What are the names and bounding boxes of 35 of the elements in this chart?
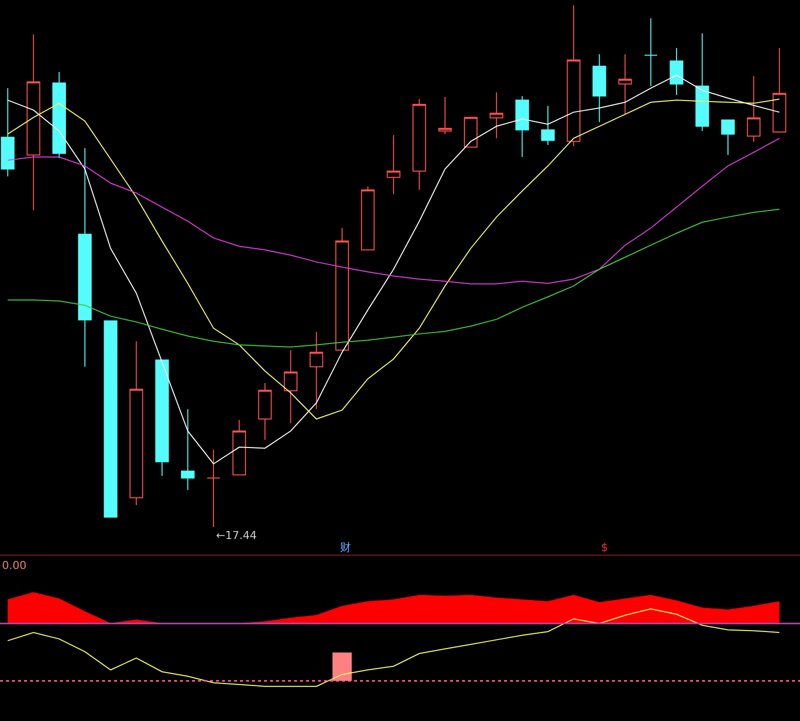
candlestick [0, 88, 15, 177]
candlestick [618, 54, 632, 115]
text: $ [601, 541, 608, 554]
candlestick [464, 116, 478, 148]
candlestick [515, 96, 529, 158]
candlestick [78, 148, 92, 368]
candlestick [746, 76, 760, 142]
candlestick [772, 48, 786, 133]
candlestick [284, 350, 298, 424]
candlestick [232, 420, 246, 476]
candlestick [490, 92, 504, 139]
candlestick [335, 228, 349, 351]
candlestick [695, 32, 710, 132]
candlestick [592, 54, 606, 123]
candlestick [206, 449, 220, 528]
candlestick [566, 4, 580, 147]
candlestick [26, 34, 40, 211]
candlestick [258, 382, 272, 440]
candlestick [52, 72, 66, 159]
candlestick [180, 408, 195, 490]
candlestick [386, 134, 400, 195]
candlestick [670, 48, 684, 96]
candlestick [104, 320, 118, 518]
text: 财 [340, 541, 351, 554]
candlestick [438, 96, 452, 135]
candlestick [412, 98, 426, 190]
candlestick [130, 340, 144, 506]
candlestick [644, 18, 658, 87]
candlestick [155, 360, 169, 476]
candlestick [541, 105, 555, 146]
text: 0.00 [2, 559, 26, 572]
candlestick [361, 186, 375, 250]
text: ←17.44 [216, 529, 257, 542]
candlestick [310, 331, 324, 410]
candlestick [721, 120, 735, 156]
